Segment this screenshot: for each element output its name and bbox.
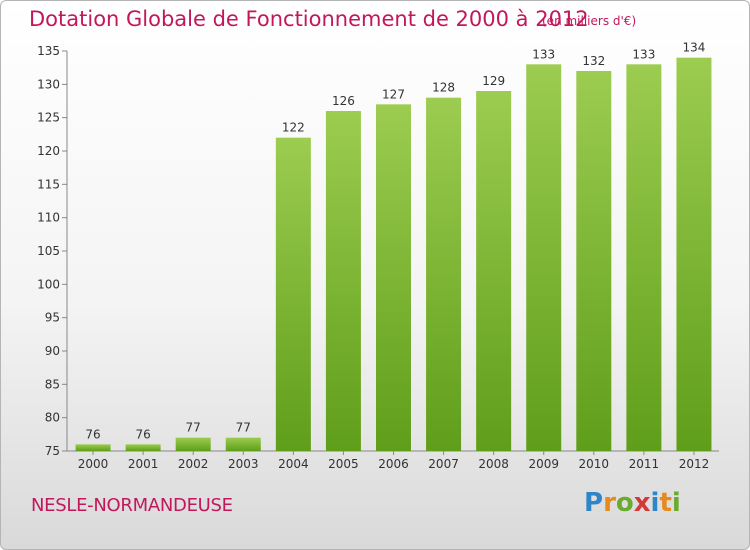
bar-value-label: 128 (432, 81, 455, 95)
logo-letter: t (659, 488, 672, 518)
bar (275, 137, 311, 451)
y-tick-label: 80 (45, 411, 60, 425)
y-tick-label: 75 (45, 444, 60, 458)
bar (576, 71, 612, 451)
x-tick-label: 2008 (478, 457, 509, 471)
x-tick-label: 2007 (428, 457, 459, 471)
bar-value-label: 76 (135, 427, 150, 441)
x-tick-label: 2006 (378, 457, 409, 471)
bar (376, 104, 411, 451)
x-tick-label: 2011 (629, 457, 660, 471)
logo-letter: P (584, 488, 604, 518)
y-tick-label: 135 (37, 44, 60, 58)
y-tick-label: 110 (37, 211, 60, 225)
logo-letter: x (633, 488, 651, 518)
bar-value-label: 134 (683, 41, 706, 55)
y-tick-label: 85 (45, 377, 60, 391)
y-tick-label: 125 (37, 111, 60, 125)
bar-value-label: 133 (632, 47, 655, 61)
bar (626, 64, 662, 452)
bar (325, 111, 361, 451)
x-tick-label: 2009 (528, 457, 559, 471)
bar-value-label: 76 (85, 427, 100, 441)
x-tick-label: 2000 (78, 457, 109, 471)
bar (175, 437, 211, 451)
y-tick-label: 115 (37, 177, 60, 191)
bar-value-label: 126 (332, 94, 355, 108)
bar (426, 97, 462, 452)
bar (125, 444, 161, 451)
bar-value-label: 127 (382, 87, 405, 101)
proxiti-logo: Proxiti (584, 488, 681, 518)
logo-letter: i (671, 488, 681, 518)
chart-title: Dotation Globale de Fonctionnement de 20… (29, 7, 589, 31)
bar-value-label: 77 (236, 421, 251, 435)
x-tick-label: 2001 (128, 457, 159, 471)
bar-value-label: 77 (186, 421, 201, 435)
bar (75, 444, 111, 451)
bar-value-label: 133 (532, 47, 555, 61)
bar (476, 91, 512, 451)
logo-letter: o (615, 488, 634, 518)
y-tick-label: 130 (37, 77, 60, 91)
x-tick-label: 2003 (228, 457, 259, 471)
bar-value-label: 129 (482, 74, 505, 88)
y-tick-label: 120 (37, 144, 60, 158)
y-tick-label: 105 (37, 244, 60, 258)
bar (676, 57, 712, 452)
commune-name: NESLE-NORMANDEUSE (31, 495, 233, 516)
y-tick-label: 100 (37, 277, 60, 291)
x-tick-label: 2002 (178, 457, 209, 471)
chart-unit: (en milliers d'€) (542, 14, 637, 28)
bar-value-label: 122 (282, 121, 305, 135)
x-tick-label: 2012 (679, 457, 710, 471)
y-tick-label: 95 (45, 311, 60, 325)
bar-value-label: 132 (582, 54, 605, 68)
bar (526, 64, 562, 452)
logo-letter: r (603, 488, 616, 518)
x-tick-label: 2004 (278, 457, 309, 471)
y-tick-label: 90 (45, 344, 60, 358)
logo-letter: i (650, 488, 660, 518)
x-tick-label: 2005 (328, 457, 359, 471)
bar (225, 437, 261, 451)
x-tick-label: 2010 (579, 457, 610, 471)
